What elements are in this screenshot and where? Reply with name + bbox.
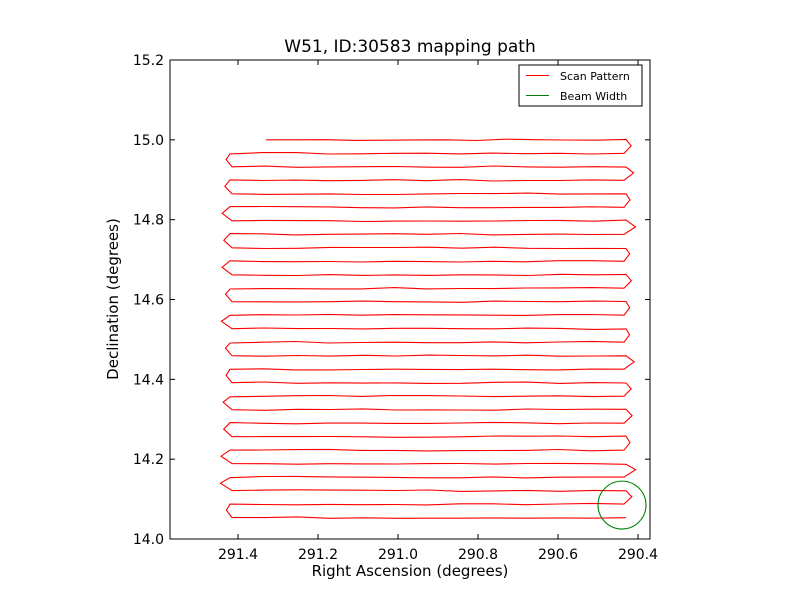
y-tick-label: 15.0	[133, 133, 164, 149]
legend: Scan Pattern Beam Width	[518, 64, 643, 107]
chart-title: W51, ID:30583 mapping path	[284, 37, 535, 57]
y-tick-label: 15.2	[133, 53, 164, 69]
legend-label-beam-width: Beam Width	[560, 90, 627, 103]
x-tick-label: 290.4	[618, 547, 658, 563]
x-tick-label: 291.2	[298, 547, 338, 563]
legend-label-scan-pattern: Scan Pattern	[560, 70, 630, 83]
y-tick-label: 14.4	[133, 372, 164, 388]
x-axis-title: Right Ascension (degrees)	[312, 562, 509, 580]
x-tick-label: 291.0	[378, 547, 418, 563]
series-scan-pattern-line	[219, 138, 637, 519]
y-tick-label: 14.2	[133, 452, 164, 468]
y-tick-label: 14.8	[133, 213, 164, 229]
x-tick-label: 290.8	[458, 547, 498, 563]
y-axis-title: Declination (degrees)	[104, 218, 122, 380]
plot-area	[219, 138, 647, 530]
y-tick-label: 14.0	[133, 532, 164, 548]
series-beam-width-circle	[597, 480, 647, 530]
y-tick-label: 14.6	[133, 293, 164, 309]
axis-ticks: 291.4 291.2 291.0 290.8 290.6 290.4 14.0 14.2 14…	[133, 53, 658, 563]
legend-box	[518, 64, 643, 107]
x-tick-label: 290.6	[538, 547, 578, 563]
x-tick-label: 291.4	[218, 547, 258, 563]
